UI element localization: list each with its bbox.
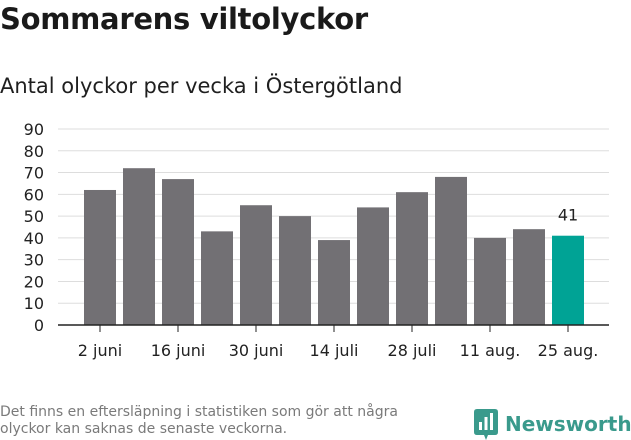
y-tick-label: 80 <box>24 142 44 161</box>
bar <box>240 205 272 325</box>
bar <box>435 176 467 325</box>
y-tick-label: 40 <box>24 229 44 248</box>
x-tick-label: 11 aug. <box>460 341 521 360</box>
y-tick-label: 90 <box>24 120 44 139</box>
bar <box>201 231 233 325</box>
bar <box>84 189 116 325</box>
x-tick-label: 25 aug. <box>538 341 599 360</box>
y-tick-label: 10 <box>24 294 44 313</box>
footnote: Det finns en eftersläpning i statistiken… <box>0 404 398 437</box>
y-tick-label: 30 <box>24 251 44 270</box>
newsworthy-logo-icon <box>474 408 498 440</box>
brand-logo: Newsworthy <box>474 408 631 440</box>
bar-chart: 0 10 20 30 40 50 60 70 80 90 2 juni 16 juni 30 juni 1… <box>24 120 609 360</box>
y-tick-label: 50 <box>24 207 44 226</box>
bar <box>318 240 350 325</box>
x-tick-label: 2 juni <box>78 341 122 360</box>
y-tick-label: 20 <box>24 272 44 291</box>
x-tick-label: 30 juni <box>229 341 284 360</box>
chart-title: Sommarens viltolyckor <box>0 2 368 36</box>
y-tick-label: 0 <box>34 316 44 335</box>
brand-name: Newsworthy <box>505 412 631 436</box>
y-tick-label: 70 <box>24 164 44 183</box>
bar <box>474 237 506 325</box>
x-tick-label: 28 juli <box>388 341 437 360</box>
bar <box>552 235 584 325</box>
bar <box>396 192 428 325</box>
y-tick-label: 60 <box>24 185 44 204</box>
bar <box>513 229 545 325</box>
data-label: 41 <box>558 206 578 225</box>
x-tick-label: 16 juni <box>151 341 206 360</box>
chart-subtitle: Antal olyckor per vecka i Östergötland <box>0 74 403 98</box>
bar <box>123 168 155 325</box>
bar <box>162 179 194 325</box>
bar <box>357 207 389 325</box>
bar <box>279 216 311 325</box>
x-tick-label: 14 juli <box>310 341 359 360</box>
